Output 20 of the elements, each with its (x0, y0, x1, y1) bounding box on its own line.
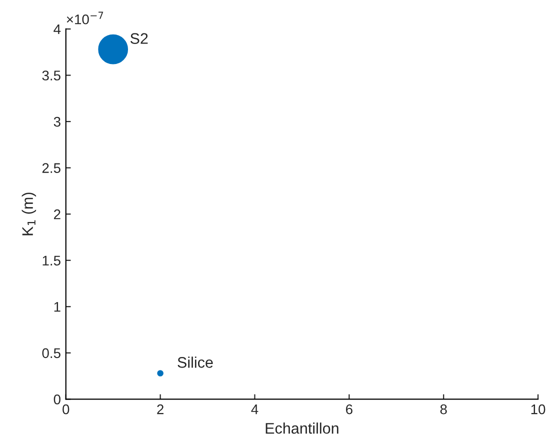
y-tick-label: 1.5 (42, 256, 60, 266)
x-tick-label: 10 (531, 404, 546, 414)
y-tick-label: 0.5 (42, 348, 60, 358)
y-tick-label: 2 (54, 209, 60, 220)
y-tick-label: 1 (54, 302, 60, 312)
text: ×10$^{−7}$ (66, 12, 104, 24)
x-tick-label: 8 (440, 404, 447, 414)
y-tick-label: 0 (54, 394, 60, 404)
x-axis-title: Echantillon (266, 422, 338, 434)
y-tick-label: 3.5 (42, 70, 60, 80)
y-tick-label: 2.5 (42, 163, 60, 173)
y-tick-label: 3 (54, 116, 60, 127)
y-tick-label: 4 (54, 24, 61, 34)
x-tick-label: 2 (157, 404, 164, 414)
annotation: S2 (130, 33, 148, 44)
x-tick-label: 4 (251, 404, 258, 414)
x-tick-label: 6 (346, 404, 352, 414)
y-axis-title: K$_{1}$ (m) (22, 192, 36, 236)
annotation: Silice (178, 356, 213, 368)
x-tick-label: 0 (62, 404, 70, 414)
